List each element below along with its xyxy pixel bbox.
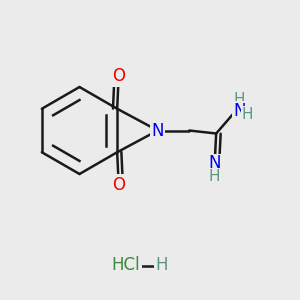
- Text: O: O: [112, 68, 125, 85]
- Text: H: H: [155, 256, 168, 274]
- Text: H: H: [209, 169, 220, 184]
- Text: O: O: [112, 176, 125, 194]
- Text: N: N: [208, 154, 221, 172]
- Text: H: H: [242, 106, 254, 122]
- Text: HCl: HCl: [112, 256, 140, 274]
- Text: N: N: [233, 102, 245, 120]
- Text: H: H: [233, 92, 245, 107]
- Text: N: N: [152, 122, 164, 140]
